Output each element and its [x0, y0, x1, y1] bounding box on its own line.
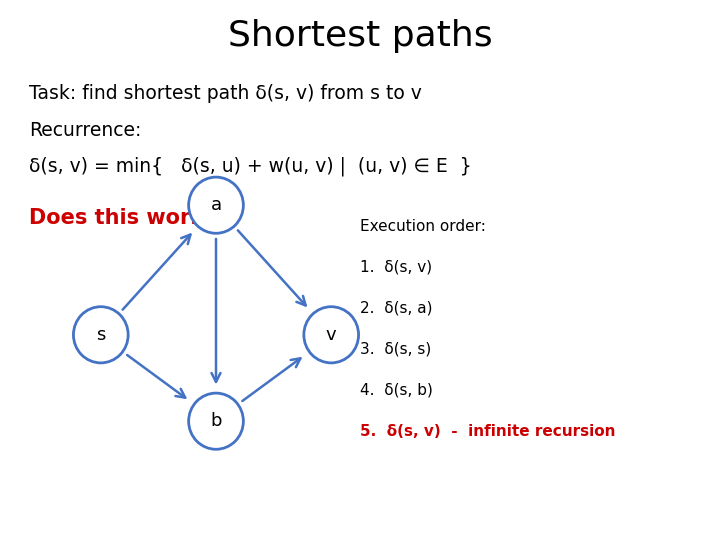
Text: 5.  δ(s, v)  -  infinite recursion: 5. δ(s, v) - infinite recursion — [360, 424, 616, 439]
Text: Execution order:: Execution order: — [360, 219, 486, 234]
Ellipse shape — [189, 177, 243, 233]
Text: Shortest paths: Shortest paths — [228, 19, 492, 53]
Text: Recurrence:: Recurrence: — [29, 122, 141, 140]
Text: s: s — [96, 326, 106, 344]
Text: 1.  δ(s, v): 1. δ(s, v) — [360, 260, 432, 275]
Text: δ(s, v) = min{   δ(s, u) + w(u, v) |  (u, v) ∈ E  }: δ(s, v) = min{ δ(s, u) + w(u, v) | (u, v… — [29, 157, 472, 176]
Text: a: a — [210, 196, 222, 214]
Text: 2.  δ(s, a): 2. δ(s, a) — [360, 301, 433, 316]
Ellipse shape — [304, 307, 359, 363]
Text: 3.  δ(s, s): 3. δ(s, s) — [360, 342, 431, 357]
Ellipse shape — [73, 307, 128, 363]
Text: b: b — [210, 412, 222, 430]
Text: Does this work?: Does this work? — [29, 208, 216, 228]
Text: 4.  δ(s, b): 4. δ(s, b) — [360, 383, 433, 398]
Text: v: v — [326, 326, 336, 344]
Ellipse shape — [189, 393, 243, 449]
Text: Task: find shortest path δ(s, v) from s to v: Task: find shortest path δ(s, v) from s … — [29, 84, 422, 103]
